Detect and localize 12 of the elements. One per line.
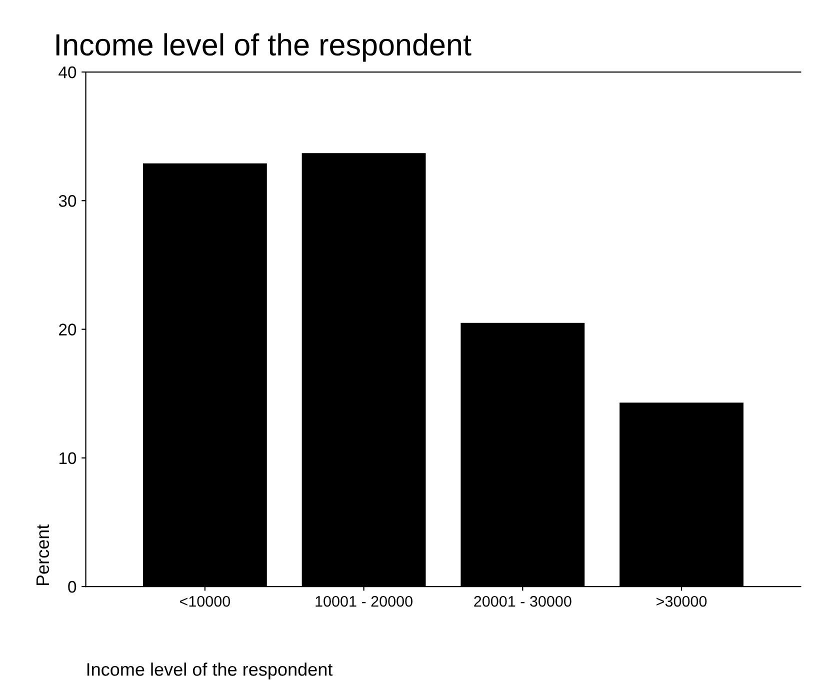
y-tick-label: 20 [59, 324, 76, 336]
chart-title: Income level of the respondent [56, 33, 472, 62]
y-axis-title: Percent [36, 524, 50, 586]
y-tick-label: 30 [58, 195, 76, 207]
x-axis-title: Income level of the respondent [87, 662, 333, 680]
x-tick-label: <10000 [180, 596, 230, 607]
x-tick-label: 10001 - 20000 [316, 596, 412, 607]
x-tick-label: 20001 - 30000 [474, 596, 572, 607]
y-tick-label: 10 [59, 452, 76, 464]
y-tick-label: 40 [58, 66, 76, 78]
y-tick-label: 0 [68, 580, 76, 593]
x-tick-label: >30000 [656, 596, 707, 607]
